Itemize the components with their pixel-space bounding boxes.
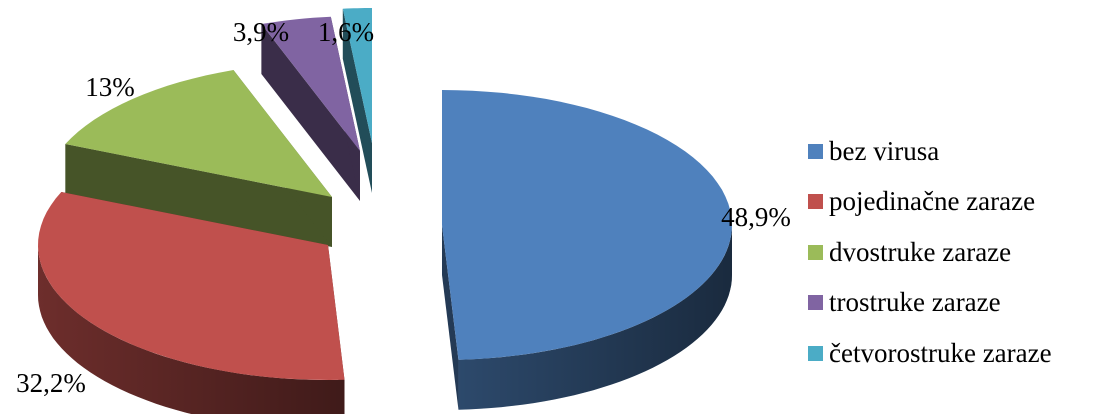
- legend-item-bez-virusa: bez virusa: [808, 126, 1093, 177]
- legend-swatch-blue: [808, 143, 823, 159]
- percentage-labels: 48,9% 32,2% 13% 3,9% 1,6%: [16, 17, 791, 398]
- legend-item-dvostruke-zaraze: dvostruke zaraze: [808, 227, 1093, 278]
- slice-top: [342, 8, 372, 143]
- pie-slice-pojedinacne-zaraze: [38, 191, 345, 414]
- legend-label: trostruke zaraze: [829, 287, 1001, 318]
- legend-label: četvorostruke zaraze: [829, 337, 1052, 368]
- slice-side-shading: [458, 225, 732, 410]
- legend-label: pojedinačne zaraze: [829, 186, 1036, 217]
- slice-top: [38, 192, 345, 380]
- legend-swatch-teal: [808, 345, 823, 361]
- slice-wall: [261, 24, 360, 202]
- pie-slice-cetvorostruke-zaraze: [342, 8, 372, 194]
- slice-percent-label: 3,9%: [233, 17, 289, 47]
- slice-percent-label: 1,6%: [318, 17, 374, 47]
- legend-swatch-red: [808, 194, 823, 210]
- slice-percent-label: 32,2%: [16, 368, 86, 398]
- legend-swatch-purple: [808, 295, 823, 311]
- legend: bez virusa pojedinačne zaraze dvostruke …: [808, 126, 1093, 379]
- pie-slices: [38, 8, 732, 414]
- legend-item-cetvorostruke-zaraze: četvorostruke zaraze: [808, 328, 1093, 379]
- slice-percent-label: 48,9%: [721, 202, 791, 232]
- legend-label: dvostruke zaraze: [829, 236, 1012, 267]
- slice-top: [442, 90, 732, 360]
- slice-percent-label: 13%: [85, 72, 135, 102]
- legend-label: bez virusa: [829, 135, 940, 166]
- slice-wall: [342, 8, 372, 194]
- slice-side-shading: [38, 245, 345, 414]
- legend-item-pojedinacne-zaraze: pojedinačne zaraze: [808, 177, 1093, 228]
- legend-swatch-green: [808, 244, 823, 260]
- slice-wall: [65, 143, 332, 247]
- slice-wall: [442, 225, 459, 410]
- pie-slice-dvostruke-zaraze: [65, 70, 333, 248]
- slice-top: [65, 70, 333, 197]
- legend-item-trostruke-zaraze: trostruke zaraze: [808, 278, 1093, 329]
- slice-top: [261, 16, 360, 152]
- pie-slice-trostruke-zaraze: [261, 16, 360, 202]
- pie-slice-bez-virusa: [442, 90, 732, 410]
